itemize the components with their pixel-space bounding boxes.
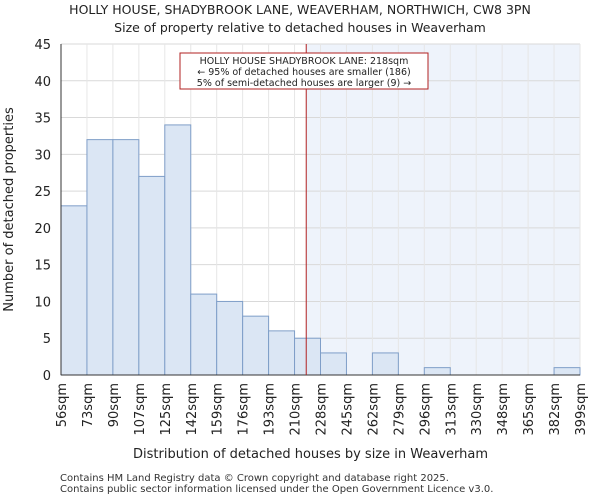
histogram-bar — [268, 330, 296, 376]
histogram-bar — [553, 367, 581, 376]
chart-title: HOLLY HOUSE, SHADYBROOK LANE, WEAVERHAM,… — [69, 2, 531, 17]
histogram-bar — [164, 124, 192, 376]
y-tick-label: 25 — [34, 185, 51, 200]
footer-copyright: Contains HM Land Registry data © Crown c… — [60, 473, 449, 484]
x-tick-label: 90sqm — [107, 383, 122, 427]
y-tick-label: 45 — [34, 38, 51, 53]
x-tick-label: 176sqm — [237, 383, 252, 436]
histogram-bar — [294, 337, 321, 376]
x-tick-label: 125sqm — [159, 383, 174, 436]
histogram-bar — [320, 352, 347, 376]
y-tick-label: 35 — [34, 112, 51, 127]
x-tick-label: 56sqm — [55, 383, 70, 427]
histogram-bar — [423, 367, 451, 376]
x-tick-label: 382sqm — [548, 383, 563, 436]
histogram-bar — [190, 293, 218, 376]
x-axis-label: Distribution of detached houses by size … — [133, 447, 488, 462]
x-tick-label: 228sqm — [315, 383, 330, 436]
x-tick-label: 193sqm — [263, 383, 278, 436]
annotation-line: HOLLY HOUSE SHADYBROOK LANE: 218sqm — [200, 56, 409, 67]
histogram-bar — [86, 139, 114, 376]
x-tick-label: 313sqm — [444, 383, 459, 436]
x-tick-label: 262sqm — [366, 383, 381, 436]
y-tick-label: 5 — [43, 332, 51, 347]
histogram-bar — [242, 315, 270, 376]
x-tick-label: 245sqm — [340, 383, 355, 436]
x-tick-label: 348sqm — [496, 383, 511, 436]
histogram-bar — [216, 300, 244, 376]
x-tick-label: 210sqm — [289, 383, 304, 436]
annotation-line: ← 95% of detached houses are smaller (18… — [197, 67, 410, 78]
x-tick-label: 73sqm — [81, 383, 96, 427]
y-tick-label: 0 — [43, 369, 51, 384]
histogram-bar — [371, 352, 399, 376]
highlight-region — [306, 44, 580, 375]
histogram-bar — [112, 139, 140, 376]
y-tick-label: 15 — [34, 259, 51, 274]
y-tick-label: 30 — [34, 148, 51, 163]
chart-subtitle: Size of property relative to detached ho… — [114, 20, 486, 35]
y-tick-label: 10 — [34, 295, 51, 310]
annotation-box — [179, 52, 429, 90]
histogram-bar — [60, 205, 88, 376]
histogram-bar — [138, 175, 166, 376]
x-tick-label: 365sqm — [522, 383, 537, 436]
x-tick-label: 296sqm — [418, 383, 433, 436]
footer-licence: Contains public sector information licen… — [60, 484, 494, 495]
annotation-line: 5% of semi-detached houses are larger (9… — [197, 78, 411, 89]
x-tick-label: 107sqm — [133, 383, 148, 436]
x-tick-label: 330sqm — [470, 383, 485, 436]
x-tick-label: 399sqm — [574, 383, 589, 436]
x-tick-label: 279sqm — [392, 383, 407, 436]
x-tick-label: 142sqm — [185, 383, 200, 436]
y-tick-label: 20 — [34, 222, 51, 237]
y-tick-label: 40 — [34, 75, 51, 90]
y-axis-label: Number of detached properties — [2, 107, 17, 312]
x-tick-label: 159sqm — [211, 383, 226, 436]
